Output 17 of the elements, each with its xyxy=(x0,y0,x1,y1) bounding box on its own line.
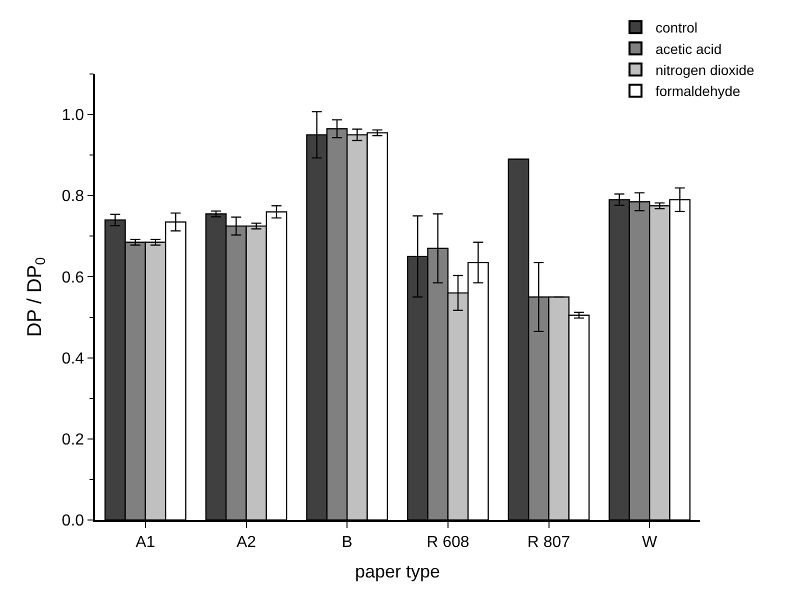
legend-label: formaldehyde xyxy=(656,83,741,100)
y-tick-label: 0.0 xyxy=(62,512,84,530)
x-axis-title: paper type xyxy=(354,562,440,582)
y-tick-label: 0.6 xyxy=(62,269,84,286)
legend-label: acetic acid xyxy=(656,40,722,57)
legend-label: control xyxy=(656,20,698,36)
y-tick-label: 0.2 xyxy=(62,432,84,449)
y-tick-label: 1.0 xyxy=(62,107,84,124)
legend-label: nitrogen dioxide xyxy=(656,62,755,78)
x-tick-label: W xyxy=(642,534,658,551)
x-tick-label: R 807 xyxy=(527,534,570,551)
x-tick-label: A1 xyxy=(136,534,156,551)
y-tick-label: 0.8 xyxy=(62,188,84,206)
y-tick-label: 0.4 xyxy=(62,350,84,368)
x-tick-label: R 608 xyxy=(426,534,470,551)
x-tick-label: A2 xyxy=(236,534,256,551)
x-tick-label: B xyxy=(342,534,352,551)
